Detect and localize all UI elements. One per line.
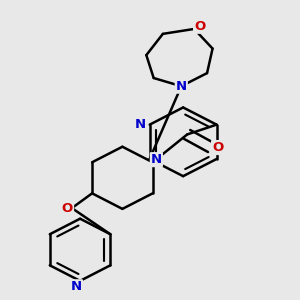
Text: O: O	[62, 202, 73, 214]
Text: O: O	[212, 141, 223, 154]
Text: O: O	[194, 20, 205, 33]
Text: N: N	[71, 280, 82, 293]
Text: N: N	[151, 153, 162, 166]
Text: N: N	[176, 80, 187, 93]
Text: N: N	[135, 118, 146, 131]
